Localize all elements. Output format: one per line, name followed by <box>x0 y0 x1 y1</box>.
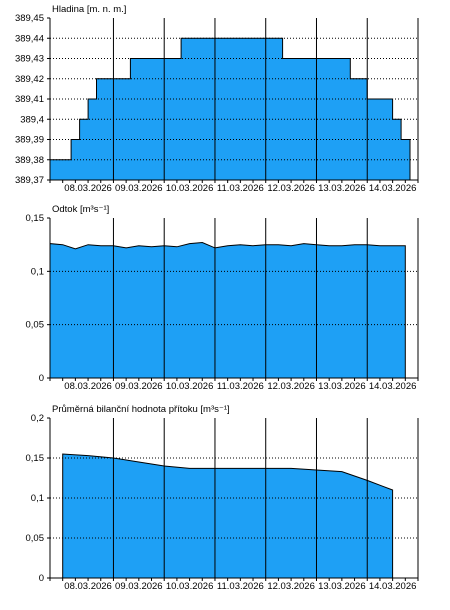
y-tick-label: 389,4 <box>20 114 44 125</box>
x-tick-label: 13.03.2026 <box>318 381 366 392</box>
y-tick-label: 389,45 <box>15 13 44 24</box>
chart-title: Odtok [m³s⁻¹] <box>52 204 109 215</box>
chart-panel-3: Průměrná bilanční hodnota přítoku [m³s⁻¹… <box>26 404 419 592</box>
x-tick-label: 14.03.2026 <box>369 581 417 592</box>
x-tick-label: 08.03.2026 <box>64 581 112 592</box>
y-tick-label: 0,05 <box>26 320 45 331</box>
chart-title: Průměrná bilanční hodnota přítoku [m³s⁻¹… <box>52 404 230 415</box>
x-tick-label: 10.03.2026 <box>166 183 214 194</box>
y-tick-label: 0,15 <box>26 453 45 464</box>
x-tick-label: 12.03.2026 <box>267 581 315 592</box>
x-tick-label: 14.03.2026 <box>369 183 417 194</box>
chart-panel-1: Hladina [m. n. m.] 389,37 389,38 389,39 389,… <box>15 4 419 194</box>
x-tick-label: 11.03.2026 <box>217 581 264 592</box>
x-tick-label: 13.03.2026 <box>318 183 366 194</box>
y-tick-label: 389,43 <box>15 54 44 65</box>
x-tick-label: 08.03.2026 <box>64 183 112 194</box>
y-tick-label: 0,1 <box>31 493 44 504</box>
x-tick-label: 09.03.2026 <box>115 581 163 592</box>
x-tick-label: 10.03.2026 <box>166 581 214 592</box>
y-tick-label: 0,1 <box>31 266 44 277</box>
y-tick-label: 0,15 <box>26 213 45 224</box>
x-tick-label: 12.03.2026 <box>267 183 315 194</box>
y-tick-label: 389,44 <box>15 33 44 44</box>
chart-panel-2: Odtok [m³s⁻¹] 0 0,05 0,1 0,15 08.03.2026 09.03… <box>26 204 419 392</box>
series-area <box>62 453 394 579</box>
y-tick-label: 389,41 <box>15 94 44 105</box>
x-tick-label: 12.03.2026 <box>267 381 315 392</box>
x-tick-label: 09.03.2026 <box>115 381 163 392</box>
series-area <box>49 37 411 181</box>
x-tick-label: 13.03.2026 <box>318 581 366 592</box>
y-tick-label: 389,37 <box>15 175 44 186</box>
x-tick-label: 09.03.2026 <box>115 183 163 194</box>
y-tick-label: 389,42 <box>15 74 44 85</box>
y-tick-label: 0,2 <box>31 413 44 424</box>
x-tick-label: 08.03.2026 <box>64 381 112 392</box>
x-tick-label: 11.03.2026 <box>217 381 264 392</box>
y-tick-label: 389,38 <box>15 155 44 166</box>
chart-title: Hladina [m. n. m.] <box>52 4 126 15</box>
series-area <box>49 241 406 379</box>
y-tick-label: 0,05 <box>26 533 45 544</box>
x-tick-label: 10.03.2026 <box>166 381 214 392</box>
y-tick-label: 389,39 <box>15 135 44 146</box>
x-tick-label: 14.03.2026 <box>369 381 417 392</box>
y-tick-label: 0 <box>39 573 44 584</box>
x-tick-label: 11.03.2026 <box>217 183 264 194</box>
y-tick-label: 0 <box>39 373 44 384</box>
